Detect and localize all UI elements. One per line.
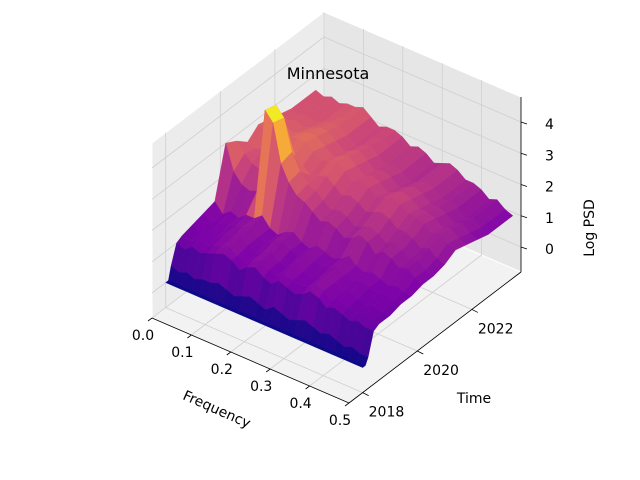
x-tick-label: 0.3	[250, 379, 272, 395]
z-tick-mark	[520, 152, 528, 156]
z-tick-label: 0	[545, 242, 554, 258]
x-tick-label: 0.4	[289, 396, 311, 412]
z-tick-mark	[520, 121, 528, 125]
z-tick-label: 2	[545, 180, 554, 196]
x-tick-label: 0.2	[211, 362, 233, 378]
y-tick-mark	[471, 309, 479, 313]
z-tick-label: 4	[545, 117, 554, 133]
y-axis-line	[348, 271, 522, 404]
x-axis-label: Frequency	[180, 388, 253, 432]
x-tick-label: 0.0	[132, 328, 154, 344]
z-tick-mark	[520, 215, 528, 219]
y-tick-label: 2020	[423, 363, 459, 379]
grid-line-z	[151, 36, 522, 169]
tick-labels: 0.0 0.1 0.2 0.3 0.4 0.5 2018 2020 2022 0 1 2 3 4	[132, 117, 554, 429]
x-tick-mark	[344, 402, 350, 407]
grid-line-z	[151, 67, 522, 200]
surface-quad	[354, 361, 366, 368]
x-axis-line	[151, 317, 350, 404]
y-tick-mark	[362, 392, 369, 396]
chart-title: Minnesota	[287, 64, 370, 83]
z-tick-label: 1	[545, 211, 554, 227]
x-tick-mark	[305, 385, 310, 390]
x-tick-mark	[265, 368, 271, 373]
z-tick-label: 3	[545, 148, 554, 164]
x-tick-label: 0.1	[171, 345, 193, 361]
grid-line-y	[165, 132, 363, 393]
z-tick-mark	[520, 246, 528, 250]
y-tick-label: 2022	[478, 321, 514, 337]
x-tick-mark	[147, 317, 153, 322]
y-tick-label: 2018	[369, 405, 405, 421]
z-axis-label: Log PSD	[582, 199, 598, 257]
x-tick-mark	[187, 334, 192, 339]
y-axis-label: Time	[456, 391, 491, 407]
surface-mesh	[165, 89, 514, 368]
z-tick-mark	[520, 184, 528, 187]
y-tick-mark	[417, 350, 424, 355]
x-tick-label: 0.5	[329, 413, 351, 429]
x-tick-mark	[226, 351, 232, 356]
